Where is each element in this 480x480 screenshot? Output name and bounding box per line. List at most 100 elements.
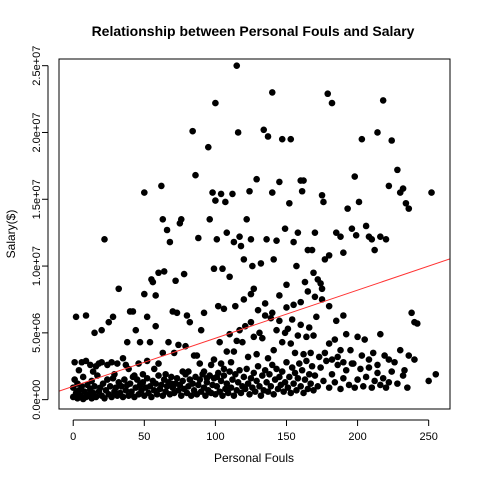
data-point bbox=[391, 359, 398, 366]
data-point bbox=[329, 371, 336, 378]
data-point bbox=[243, 366, 250, 373]
data-point bbox=[377, 382, 384, 389]
data-point bbox=[283, 359, 290, 366]
data-point bbox=[253, 176, 260, 183]
data-point bbox=[168, 374, 175, 381]
data-point bbox=[189, 128, 196, 135]
data-point bbox=[229, 191, 236, 198]
data-point bbox=[205, 144, 212, 151]
data-point bbox=[307, 380, 314, 387]
data-point bbox=[388, 368, 395, 375]
data-point bbox=[269, 189, 276, 196]
data-point bbox=[307, 350, 314, 357]
data-point bbox=[408, 310, 415, 317]
data-point bbox=[289, 316, 296, 323]
data-point bbox=[245, 354, 252, 361]
data-point bbox=[233, 62, 240, 69]
data-point bbox=[151, 366, 158, 373]
data-point bbox=[165, 339, 172, 346]
data-point bbox=[115, 285, 122, 292]
data-point bbox=[114, 360, 121, 367]
data-point bbox=[405, 352, 412, 359]
y-tick-label: 2.0e+07 bbox=[31, 112, 43, 152]
data-point bbox=[326, 384, 333, 391]
data-point bbox=[226, 273, 233, 280]
data-point bbox=[141, 189, 148, 196]
data-point bbox=[297, 383, 304, 390]
data-point bbox=[337, 386, 344, 393]
data-point bbox=[279, 339, 286, 346]
data-point bbox=[326, 340, 333, 347]
data-point bbox=[303, 334, 310, 341]
data-point bbox=[312, 372, 319, 379]
data-point bbox=[218, 191, 225, 198]
data-point bbox=[172, 277, 179, 284]
data-point bbox=[147, 339, 154, 346]
data-point bbox=[182, 371, 189, 378]
data-point bbox=[283, 281, 290, 288]
data-point bbox=[209, 189, 216, 196]
data-point bbox=[374, 362, 381, 369]
data-point bbox=[349, 360, 356, 367]
data-point bbox=[212, 197, 219, 204]
data-point bbox=[144, 314, 151, 321]
data-point bbox=[347, 347, 354, 354]
data-point bbox=[270, 391, 277, 398]
data-point bbox=[219, 265, 226, 272]
data-point bbox=[414, 320, 421, 327]
data-point bbox=[178, 216, 185, 223]
data-point bbox=[265, 355, 272, 362]
data-point bbox=[201, 310, 208, 317]
data-point bbox=[269, 310, 276, 317]
data-point bbox=[87, 362, 94, 369]
data-point bbox=[152, 292, 159, 299]
data-point bbox=[344, 205, 351, 212]
data-point bbox=[334, 354, 341, 361]
data-point bbox=[306, 324, 313, 331]
data-point bbox=[246, 188, 253, 195]
data-point bbox=[312, 293, 319, 300]
data-point bbox=[216, 339, 223, 346]
data-point bbox=[132, 327, 139, 334]
data-point bbox=[428, 189, 435, 196]
data-point bbox=[239, 339, 246, 346]
data-point bbox=[152, 323, 159, 330]
data-point bbox=[268, 383, 275, 390]
data-point bbox=[196, 360, 203, 367]
data-point bbox=[343, 367, 350, 374]
data-point bbox=[243, 216, 250, 223]
y-axis: 0.0e+005.0e+061.0e+071.5e+072.0e+072.5e+… bbox=[31, 46, 48, 420]
data-point bbox=[320, 378, 327, 385]
data-point bbox=[107, 383, 114, 390]
data-point bbox=[324, 90, 331, 97]
data-point bbox=[354, 334, 361, 341]
chart-title: Relationship between Personal Fouls and … bbox=[92, 23, 415, 39]
data-point bbox=[174, 375, 181, 382]
data-point bbox=[241, 256, 248, 263]
data-point bbox=[130, 308, 137, 315]
data-point bbox=[282, 225, 289, 232]
data-point bbox=[71, 359, 78, 366]
data-point bbox=[155, 372, 162, 379]
data-point bbox=[300, 351, 307, 358]
data-point bbox=[337, 347, 344, 354]
data-point bbox=[369, 236, 376, 243]
data-point bbox=[287, 390, 294, 397]
data-point bbox=[120, 394, 127, 401]
data-point bbox=[296, 360, 303, 367]
x-tick-label: 100 bbox=[206, 431, 224, 443]
data-point bbox=[361, 336, 368, 343]
data-point bbox=[241, 374, 248, 381]
data-point bbox=[366, 356, 373, 363]
data-point bbox=[366, 364, 373, 371]
data-point bbox=[329, 356, 336, 363]
data-point bbox=[98, 359, 105, 366]
data-point bbox=[326, 252, 333, 259]
data-point bbox=[302, 376, 309, 383]
data-point bbox=[137, 339, 144, 346]
data-point bbox=[279, 136, 286, 143]
data-point bbox=[211, 356, 218, 363]
data-point bbox=[80, 374, 87, 381]
data-point bbox=[269, 89, 276, 96]
